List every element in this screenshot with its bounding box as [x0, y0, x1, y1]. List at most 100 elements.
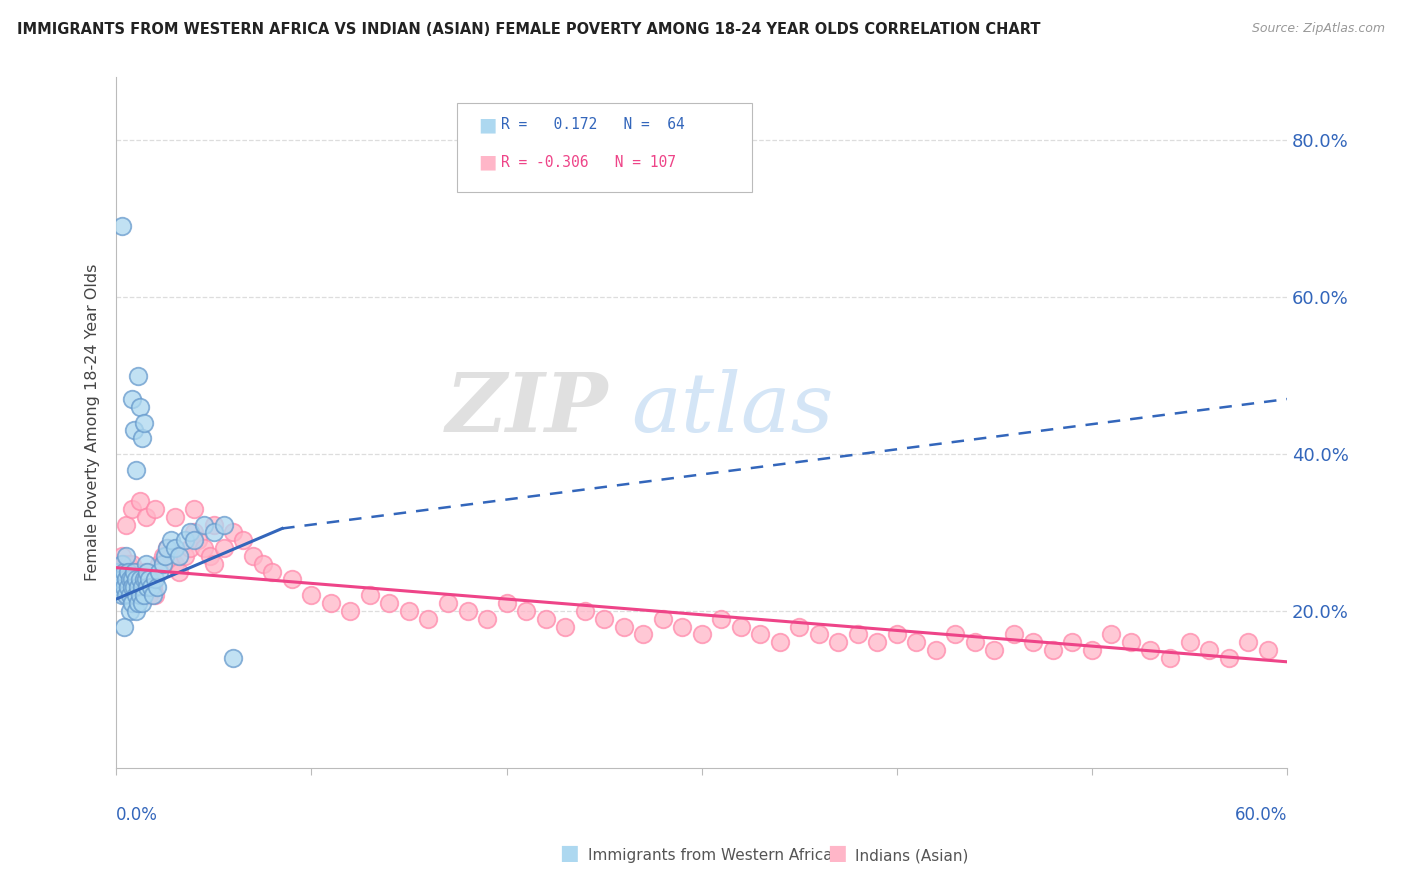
Point: [127, 596, 149, 610]
Point: [1002, 627, 1025, 641]
Point: [299, 588, 322, 602]
Point: [515, 604, 537, 618]
Point: [1198, 643, 1220, 657]
Point: [193, 517, 215, 532]
Point: [1257, 643, 1279, 657]
Point: [179, 525, 201, 540]
Point: [173, 549, 195, 563]
Point: [359, 588, 381, 602]
Point: [148, 565, 170, 579]
Point: [146, 580, 169, 594]
Point: [1139, 643, 1161, 657]
Point: [148, 557, 170, 571]
Point: [183, 525, 205, 540]
Point: [418, 612, 440, 626]
Point: [167, 565, 190, 579]
Point: [1237, 635, 1260, 649]
Point: [107, 565, 129, 579]
Point: [142, 580, 165, 594]
Point: [122, 580, 145, 594]
Point: [128, 573, 150, 587]
Point: [187, 533, 209, 548]
Point: [122, 580, 145, 594]
Point: [242, 549, 264, 563]
Point: [118, 580, 141, 594]
Text: ZIP: ZIP: [446, 368, 607, 449]
Point: [125, 588, 148, 602]
Point: [262, 565, 284, 579]
Point: [132, 565, 155, 579]
Point: [121, 501, 143, 516]
Point: [866, 635, 889, 649]
Point: [193, 541, 215, 555]
Point: [111, 219, 134, 234]
Point: [167, 549, 190, 563]
Point: [183, 501, 205, 516]
Point: [111, 549, 134, 563]
Point: [143, 501, 166, 516]
Text: ■: ■: [478, 153, 496, 172]
Point: [1042, 643, 1064, 657]
Point: [132, 588, 155, 602]
Point: [163, 541, 186, 555]
Point: [141, 580, 163, 594]
Point: [135, 573, 157, 587]
Point: [495, 596, 517, 610]
Point: [156, 541, 179, 555]
Point: [925, 643, 948, 657]
Point: [886, 627, 908, 641]
Point: [118, 604, 141, 618]
Point: [127, 580, 149, 594]
Point: [115, 517, 138, 532]
Point: [769, 635, 792, 649]
Point: [807, 627, 830, 641]
Point: [202, 525, 225, 540]
Point: [143, 573, 166, 587]
Point: [651, 612, 673, 626]
Point: [136, 565, 159, 579]
Point: [108, 573, 131, 587]
Point: [534, 612, 557, 626]
Point: [108, 573, 131, 587]
Point: [115, 565, 138, 579]
Point: [111, 573, 134, 587]
Point: [730, 619, 752, 633]
Point: [136, 580, 159, 594]
Point: [163, 557, 186, 571]
Point: [135, 573, 157, 587]
Text: IMMIGRANTS FROM WESTERN AFRICA VS INDIAN (ASIAN) FEMALE POVERTY AMONG 18-24 YEAR: IMMIGRANTS FROM WESTERN AFRICA VS INDIAN…: [17, 22, 1040, 37]
Point: [963, 635, 986, 649]
Point: [127, 368, 149, 383]
Point: [111, 573, 134, 587]
Point: [690, 627, 713, 641]
Point: [121, 573, 143, 587]
Point: [131, 596, 153, 610]
Point: [121, 573, 143, 587]
Point: [905, 635, 928, 649]
Point: [108, 565, 131, 579]
Text: ■: ■: [560, 844, 579, 863]
Point: [1081, 643, 1104, 657]
Point: [749, 627, 772, 641]
Point: [131, 431, 153, 445]
Text: Source: ZipAtlas.com: Source: ZipAtlas.com: [1251, 22, 1385, 36]
Point: [128, 588, 150, 602]
Point: [152, 549, 174, 563]
Point: [131, 580, 153, 594]
Point: [112, 619, 135, 633]
Point: [131, 580, 153, 594]
Point: [128, 494, 150, 508]
Y-axis label: Female Poverty Among 18-24 Year Olds: Female Poverty Among 18-24 Year Olds: [86, 264, 100, 582]
Point: [1101, 627, 1123, 641]
Point: [115, 549, 138, 563]
Point: [179, 541, 201, 555]
Point: [1022, 635, 1045, 649]
Point: [138, 573, 160, 587]
Text: ■: ■: [827, 844, 846, 863]
Point: [222, 651, 245, 665]
Point: [787, 619, 810, 633]
Point: [319, 596, 342, 610]
Point: [125, 588, 148, 602]
Point: [827, 635, 849, 649]
Point: [710, 612, 733, 626]
